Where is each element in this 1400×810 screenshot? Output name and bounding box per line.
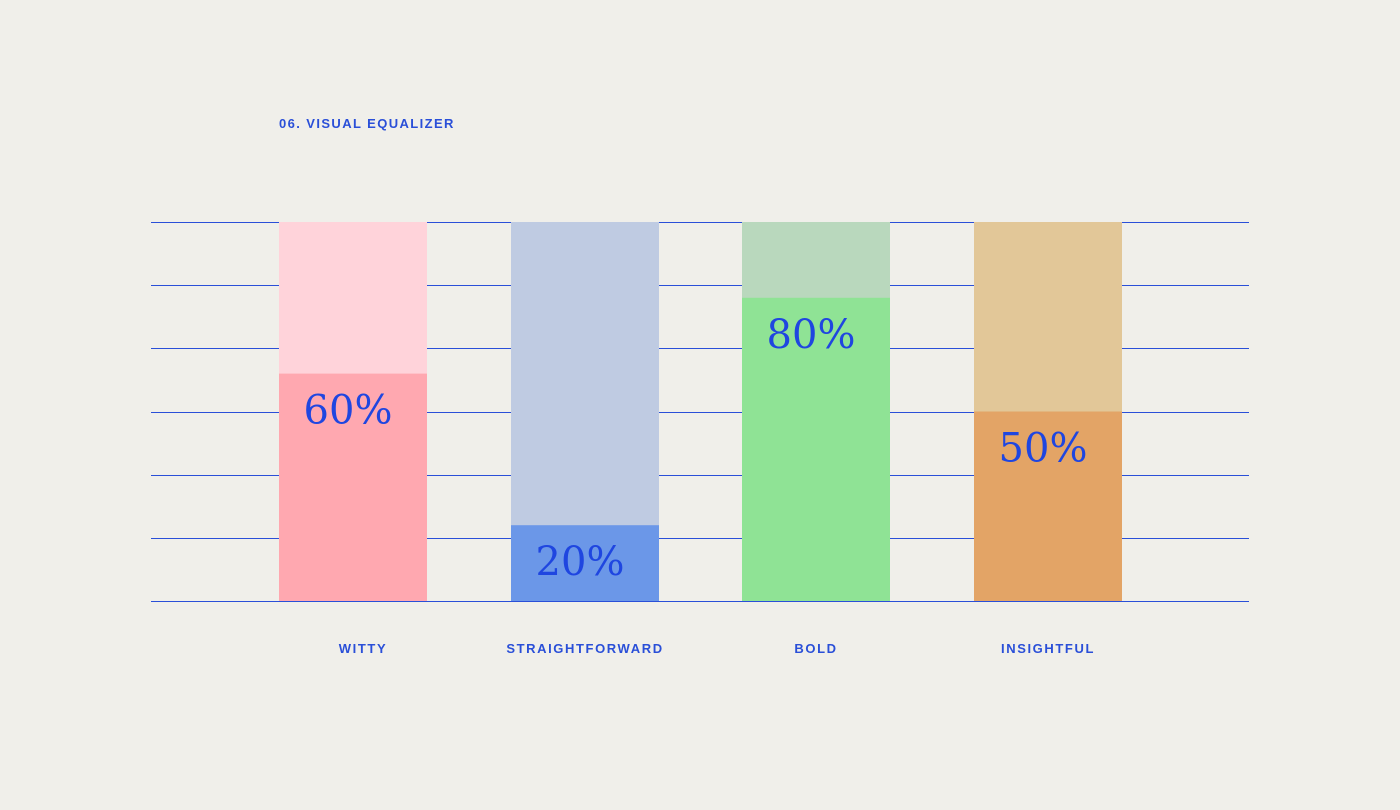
bars: 60% 20% 80% 50% xyxy=(279,222,1122,601)
bar-value-label: 60% xyxy=(304,388,393,434)
category-label: INSIGHTFUL xyxy=(1001,641,1095,656)
category-label: STRAIGHTFORWARD xyxy=(506,641,663,656)
bar xyxy=(279,373,427,601)
bar-value-label: 80% xyxy=(767,312,856,358)
bar-value-label: 20% xyxy=(536,539,625,585)
bar xyxy=(742,297,890,601)
category-labels: WITTY STRAIGHTFORWARD BOLD INSIGHTFUL xyxy=(339,641,1095,656)
chart-title: 06. VISUAL EQUALIZER xyxy=(279,116,455,131)
category-label: BOLD xyxy=(794,641,837,656)
bar-value-label: 50% xyxy=(999,426,1088,472)
bar xyxy=(974,411,1122,601)
bar xyxy=(511,525,659,601)
category-label: WITTY xyxy=(339,641,387,656)
